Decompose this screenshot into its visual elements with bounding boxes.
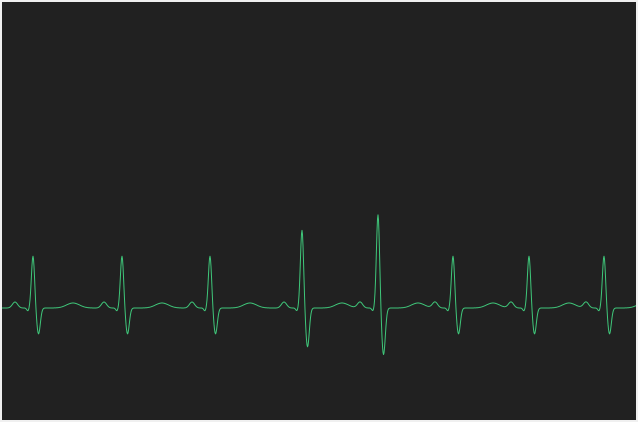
ecg-trace-line [2,214,636,356]
